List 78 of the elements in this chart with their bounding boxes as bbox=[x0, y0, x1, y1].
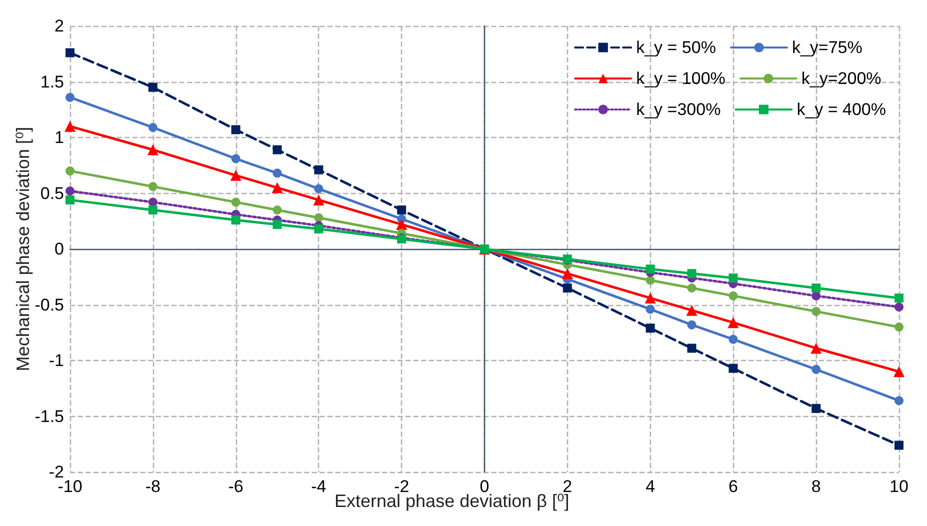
point bbox=[812, 404, 821, 413]
y-tick-label: -1.5 bbox=[34, 406, 64, 426]
point bbox=[396, 218, 408, 230]
point bbox=[148, 82, 158, 92]
point bbox=[728, 334, 738, 344]
point bbox=[894, 302, 904, 312]
point bbox=[646, 276, 655, 285]
point bbox=[687, 344, 696, 353]
point bbox=[64, 120, 76, 132]
legend-label: k_y=200% bbox=[801, 69, 882, 88]
x-tick-label: 8 bbox=[811, 477, 821, 496]
point bbox=[314, 224, 324, 234]
point bbox=[314, 213, 324, 222]
point bbox=[812, 306, 821, 316]
point bbox=[894, 366, 904, 378]
y-axis-title: Mechanical phase deviation [⁰] bbox=[13, 126, 33, 372]
point bbox=[66, 92, 74, 102]
point bbox=[313, 194, 324, 206]
point bbox=[231, 198, 240, 207]
point bbox=[272, 168, 282, 178]
point bbox=[687, 269, 696, 278]
point bbox=[66, 186, 74, 196]
y-tick-label: -0.5 bbox=[34, 295, 64, 314]
point bbox=[231, 125, 240, 134]
point bbox=[894, 294, 904, 303]
x-tick-label: -4 bbox=[311, 477, 326, 496]
point bbox=[148, 182, 158, 192]
point bbox=[562, 284, 572, 293]
point bbox=[230, 170, 242, 181]
point bbox=[147, 144, 158, 156]
x-tick-label: -8 bbox=[145, 477, 160, 496]
point bbox=[314, 184, 324, 194]
point bbox=[231, 154, 240, 164]
point bbox=[66, 195, 74, 204]
point bbox=[397, 205, 406, 214]
point bbox=[314, 165, 324, 174]
point bbox=[728, 317, 739, 328]
x-tick-label: 10 bbox=[890, 477, 908, 496]
point bbox=[646, 324, 655, 333]
y-tick-label: 0.5 bbox=[40, 184, 64, 203]
point bbox=[894, 322, 904, 332]
point bbox=[728, 364, 738, 373]
point bbox=[272, 182, 283, 194]
point bbox=[646, 304, 655, 314]
point bbox=[148, 122, 158, 132]
point bbox=[687, 284, 696, 293]
point bbox=[272, 220, 282, 229]
y-tick-label: -1 bbox=[48, 351, 64, 370]
legend-label: k_y=75% bbox=[792, 38, 862, 57]
point bbox=[687, 320, 696, 330]
point bbox=[728, 291, 738, 300]
point bbox=[66, 166, 74, 176]
point bbox=[272, 205, 282, 214]
y-tick-label: 1 bbox=[54, 128, 64, 147]
point bbox=[894, 440, 904, 450]
point bbox=[812, 364, 821, 374]
legend-label: k_y = 400% bbox=[796, 100, 886, 119]
x-tick-label: -6 bbox=[228, 477, 244, 496]
point bbox=[66, 48, 74, 58]
x-tick-label: 4 bbox=[646, 477, 656, 496]
point bbox=[646, 264, 655, 274]
point bbox=[686, 304, 698, 316]
legend-label: k_y =300% bbox=[636, 100, 721, 119]
point bbox=[644, 292, 656, 304]
point bbox=[272, 145, 282, 154]
x-tick-label: 6 bbox=[728, 477, 738, 496]
point bbox=[231, 216, 240, 225]
point bbox=[810, 342, 822, 354]
y-tick-label: 0 bbox=[54, 240, 64, 258]
y-tick-label: 2 bbox=[54, 16, 64, 36]
point bbox=[562, 268, 573, 280]
legend-label: k_y = 100% bbox=[636, 69, 726, 88]
point bbox=[728, 273, 738, 282]
point bbox=[894, 396, 904, 406]
legend-label: k_y = 50% bbox=[636, 38, 716, 57]
y-tick-label: 1.5 bbox=[40, 72, 64, 92]
point bbox=[148, 205, 158, 214]
point bbox=[812, 284, 821, 293]
